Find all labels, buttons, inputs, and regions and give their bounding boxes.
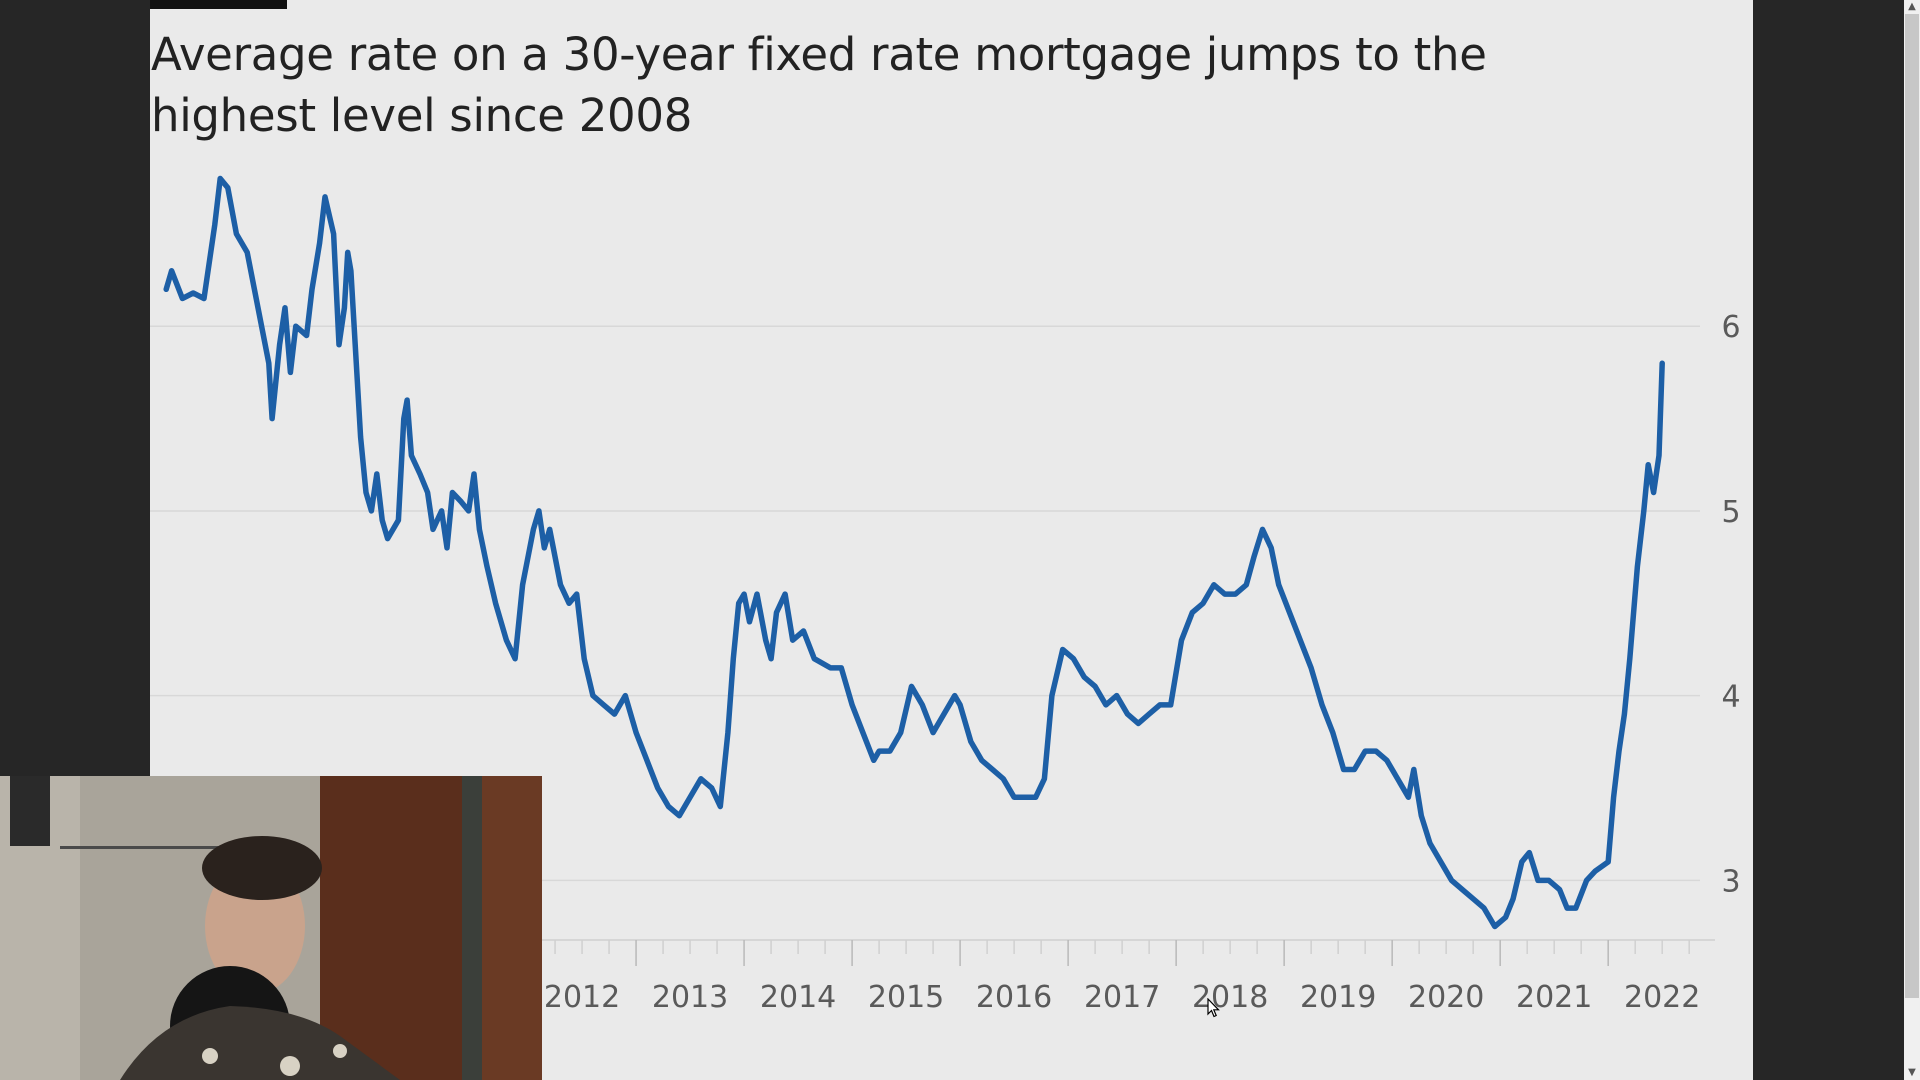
y-tick-label: 3 <box>1721 864 1740 899</box>
series-line <box>163 175 1665 930</box>
x-tick-label: 2013 <box>652 980 728 1015</box>
chart-title: Average rate on a 30-year fixed rate mor… <box>151 28 1487 142</box>
y-tick-label: 6 <box>1721 310 1740 345</box>
x-tick-label: 2014 <box>760 980 836 1015</box>
x-tick-label: 2022 <box>1624 980 1700 1015</box>
x-tick-label: 2020 <box>1408 980 1484 1015</box>
y-tick-label: 4 <box>1721 680 1740 715</box>
x-tick-label: 2018 <box>1192 980 1268 1015</box>
x-tick-label: 2015 <box>868 980 944 1015</box>
x-tick-label: 2016 <box>976 980 1052 1015</box>
series-layer <box>163 175 1665 930</box>
y-axis: 6 5 4 3 <box>1721 310 1740 899</box>
x-tick-label: 2012 <box>544 980 620 1015</box>
x-tick-label: 2017 <box>1084 980 1160 1015</box>
x-tick-label: 2019 <box>1300 980 1376 1015</box>
scroll-down-icon[interactable]: ▼ <box>1908 1067 1916 1078</box>
top-accent-bar <box>150 0 287 9</box>
webcam-overlay <box>0 776 542 1080</box>
webcam-feed <box>0 776 542 1080</box>
y-tick-label: 5 <box>1721 495 1740 530</box>
mouse-pointer-icon <box>1207 998 1220 1018</box>
scroll-up-icon[interactable]: ▲ <box>1908 1 1916 12</box>
x-tick-label: 2021 <box>1516 980 1592 1015</box>
x-axis-labels: 2011201220132014201520162017201820192020… <box>436 980 1701 1015</box>
scrollbar-thumb[interactable] <box>1905 14 1919 998</box>
